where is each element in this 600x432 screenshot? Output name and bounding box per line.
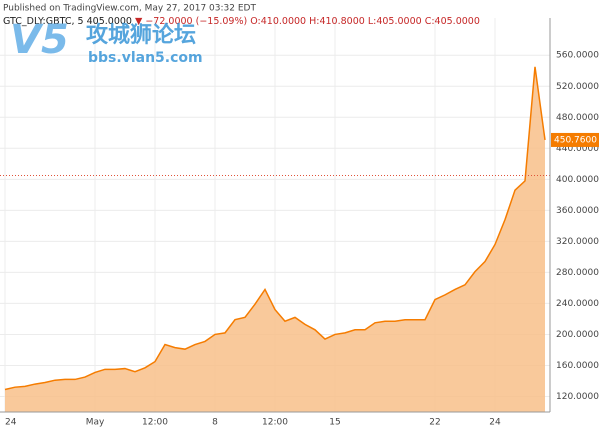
y-tick-label: 560.0000 [556,51,599,61]
change: −72.0000 (−15.09%) [145,16,247,27]
price-line [4,66,546,391]
x-tick-label: 22 [429,418,440,428]
y-tick-label: 160.0000 [556,361,599,371]
x-tick-label: 8 [212,418,218,428]
y-tick-label: 400.0000 [556,175,599,185]
x-tick-label: 12:00 [262,418,288,428]
y-tick-label: 320.0000 [556,237,599,247]
ohlc: H:410.8000 [309,16,365,27]
y-tick-label: 520.0000 [556,82,599,92]
symbol-line: GTC_DLY:GBTC, 5 405.0000 ▼ −72.0000 (−15… [3,16,480,27]
y-tick-label: 440.0000 [556,144,599,154]
plot [0,18,550,412]
y-tick-label: 480.0000 [556,113,599,123]
area-fill [5,66,545,412]
published: Published on TradingView.com, May 27, 20… [3,4,256,14]
ohlc: L:405.0000 [368,16,422,27]
y-tick-label: 280.0000 [556,268,599,278]
x-tick-label: 15 [329,418,340,428]
y-tick-label: 120.0000 [556,392,599,402]
ohlc: C:405.0000 [425,16,480,27]
symbol: GTC_DLY:GBTC, 5 [3,16,84,27]
last-price-box [551,132,599,147]
x-tick-label: 24 [5,418,17,428]
y-tick-label: 240.0000 [556,299,599,309]
watermark-site: bbs.vlan5.com [88,50,203,66]
watermark-name: 攻城狮论坛 [86,22,196,48]
x-tick-label: May [86,418,105,428]
x-tick-label: 24 [489,418,501,428]
y-tick-label: 360.0000 [556,206,599,216]
arrow: ▼ [135,16,143,27]
watermark: V5 攻城狮论坛 bbs.vlan5.com [10,17,203,66]
ohlc: O:410.0000 [250,16,306,27]
price: 405.0000 [87,16,132,27]
y-tick-label: 200.0000 [556,330,599,340]
x-tick-label: 12:00 [142,418,168,428]
watermark-logo: V5 [10,17,69,63]
last-price-label: 450.7600 [554,135,597,145]
